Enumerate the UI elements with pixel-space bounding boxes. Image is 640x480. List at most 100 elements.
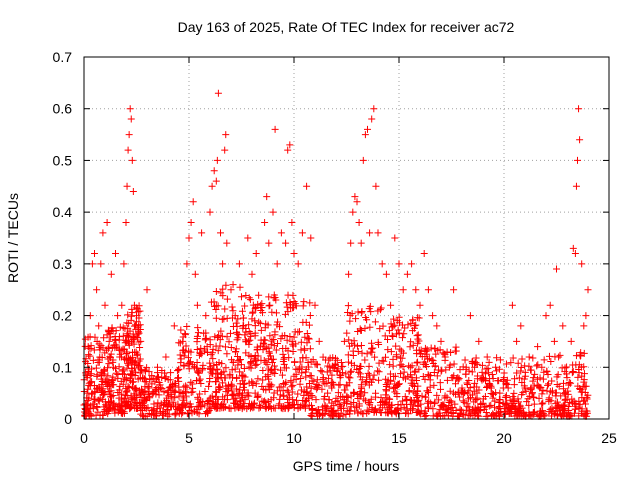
data-point	[266, 332, 274, 340]
data-point	[404, 410, 412, 418]
data-point	[348, 310, 356, 318]
data-point	[256, 319, 264, 327]
data-point	[173, 367, 181, 375]
data-point	[505, 403, 513, 411]
data-point	[357, 326, 365, 334]
data-point	[218, 360, 226, 368]
data-point	[525, 401, 533, 409]
data-point	[254, 352, 262, 360]
data-point	[84, 360, 92, 368]
data-point	[539, 375, 547, 383]
data-point	[179, 396, 187, 404]
data-point	[283, 336, 291, 344]
data-point	[128, 395, 136, 403]
data-point	[387, 320, 395, 328]
data-point	[175, 374, 182, 382]
data-point	[262, 386, 270, 394]
data-point	[441, 394, 449, 402]
data-point	[433, 322, 441, 330]
data-point	[345, 373, 353, 381]
data-point	[269, 355, 277, 363]
data-point	[252, 304, 260, 312]
data-point	[394, 326, 402, 334]
data-point	[576, 385, 584, 393]
data-point	[525, 362, 533, 370]
data-point	[525, 411, 533, 419]
data-point	[548, 409, 556, 417]
data-point	[239, 314, 247, 322]
data-point	[225, 386, 233, 394]
data-point	[122, 374, 130, 382]
data-point	[253, 360, 261, 368]
data-point	[268, 308, 276, 316]
data-point	[225, 338, 233, 346]
data-point	[386, 370, 394, 378]
data-point	[129, 187, 137, 195]
data-point	[238, 405, 246, 413]
data-point	[225, 404, 233, 412]
data-point	[325, 410, 333, 418]
data-point	[399, 286, 407, 294]
data-point	[501, 393, 509, 401]
data-point	[418, 352, 426, 360]
data-point	[237, 361, 245, 369]
data-point	[252, 356, 260, 364]
data-point	[246, 296, 254, 304]
data-point	[315, 337, 323, 345]
data-point	[93, 286, 101, 294]
data-point	[107, 270, 115, 278]
data-point	[271, 125, 279, 133]
data-point	[128, 312, 136, 320]
data-point	[461, 356, 469, 364]
data-point	[177, 355, 185, 363]
data-point	[581, 382, 589, 390]
data-point	[91, 333, 99, 341]
data-point	[241, 396, 249, 404]
data-point	[488, 370, 496, 378]
data-point	[406, 363, 414, 371]
data-point	[237, 293, 245, 301]
data-point	[324, 362, 332, 370]
data-point	[112, 250, 119, 258]
data-point	[155, 379, 163, 387]
data-point	[351, 193, 359, 201]
data-point	[578, 394, 586, 402]
data-point	[125, 319, 133, 327]
data-point	[125, 341, 133, 349]
data-point	[563, 363, 571, 371]
data-point	[376, 399, 384, 407]
data-point	[353, 366, 361, 374]
data-point	[462, 363, 470, 371]
data-point	[180, 361, 188, 369]
data-point	[368, 405, 376, 413]
data-point	[256, 403, 264, 411]
data-point	[511, 375, 519, 383]
data-point	[424, 399, 432, 407]
data-point	[297, 338, 305, 346]
data-point	[479, 374, 487, 382]
data-point	[112, 369, 120, 377]
data-point	[565, 407, 573, 415]
data-point	[384, 336, 392, 344]
x-tick-label: 5	[185, 430, 193, 446]
data-point	[455, 375, 463, 383]
data-point	[116, 382, 124, 390]
data-point	[275, 383, 283, 391]
data-point	[303, 339, 311, 347]
data-point	[506, 396, 514, 404]
data-point	[548, 377, 556, 385]
data-point	[271, 328, 279, 336]
data-point	[261, 397, 269, 405]
data-point	[206, 374, 214, 382]
data-point	[501, 408, 509, 416]
data-point	[171, 387, 179, 395]
data-point	[193, 346, 201, 354]
data-point	[563, 395, 571, 403]
data-point	[386, 395, 394, 403]
data-point	[308, 393, 316, 401]
data-point	[350, 389, 358, 397]
data-point	[582, 312, 590, 320]
data-point	[219, 379, 227, 387]
data-point	[114, 370, 122, 378]
data-point	[103, 218, 111, 226]
